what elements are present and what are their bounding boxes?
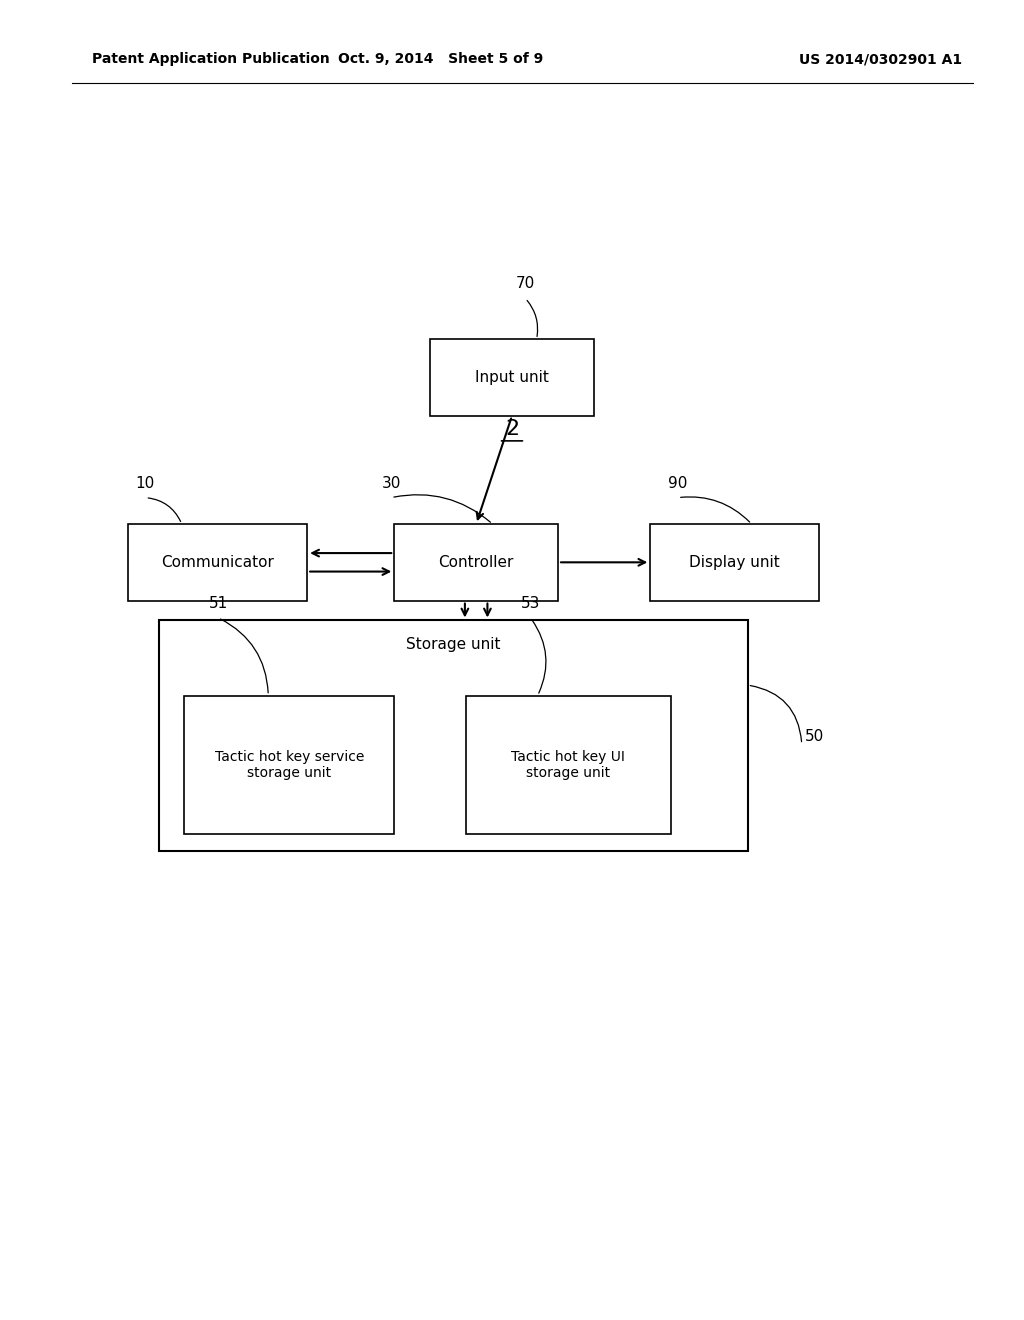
Text: Tactic hot key service
storage unit: Tactic hot key service storage unit <box>215 750 364 780</box>
FancyBboxPatch shape <box>650 524 819 601</box>
Text: 50: 50 <box>805 729 824 744</box>
FancyBboxPatch shape <box>184 696 394 834</box>
Text: 10: 10 <box>136 475 155 491</box>
FancyBboxPatch shape <box>159 620 748 851</box>
Text: Storage unit: Storage unit <box>406 636 501 652</box>
Text: Input unit: Input unit <box>475 370 549 385</box>
Text: 30: 30 <box>382 475 400 491</box>
Text: 2: 2 <box>505 418 519 440</box>
Text: Display unit: Display unit <box>689 554 780 570</box>
FancyBboxPatch shape <box>466 696 671 834</box>
Text: 70: 70 <box>516 276 535 292</box>
Text: Communicator: Communicator <box>161 554 274 570</box>
Text: Oct. 9, 2014   Sheet 5 of 9: Oct. 9, 2014 Sheet 5 of 9 <box>338 53 543 66</box>
Text: 53: 53 <box>521 595 540 611</box>
FancyBboxPatch shape <box>430 339 594 416</box>
Text: 【Figure 4】: 【Figure 4】 <box>469 360 555 379</box>
Text: Patent Application Publication: Patent Application Publication <box>92 53 330 66</box>
Text: 51: 51 <box>209 595 227 611</box>
Text: US 2014/0302901 A1: US 2014/0302901 A1 <box>799 53 962 66</box>
FancyBboxPatch shape <box>128 524 307 601</box>
Text: 90: 90 <box>669 475 687 491</box>
FancyBboxPatch shape <box>394 524 558 601</box>
Text: Tactic hot key UI
storage unit: Tactic hot key UI storage unit <box>511 750 626 780</box>
Text: Controller: Controller <box>438 554 514 570</box>
